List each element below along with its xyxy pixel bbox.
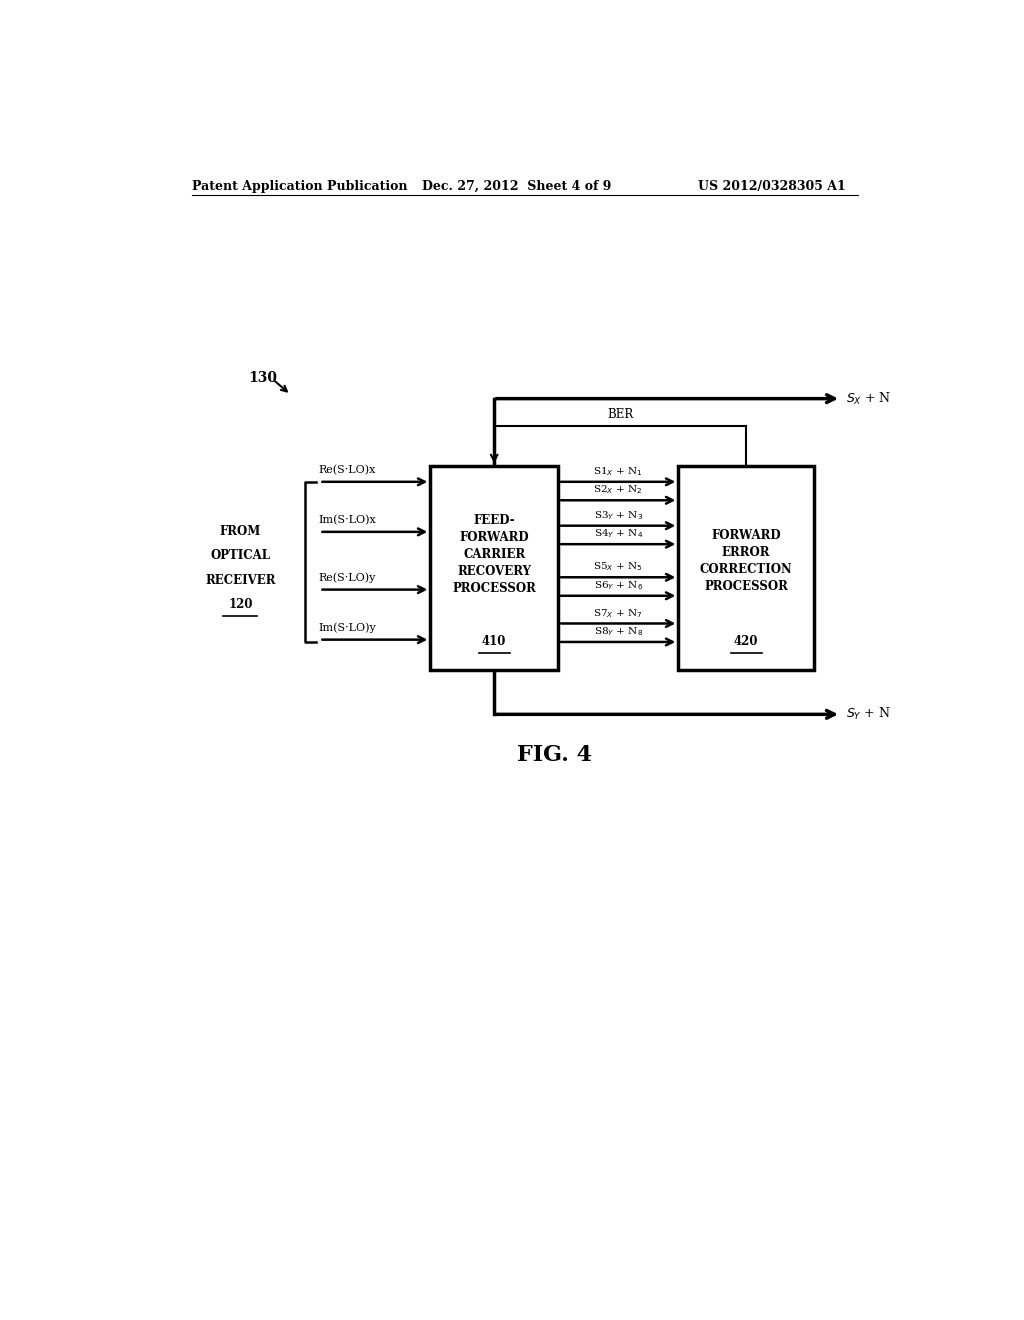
Text: Dec. 27, 2012  Sheet 4 of 9: Dec. 27, 2012 Sheet 4 of 9 [423,180,612,193]
Bar [678,466,814,671]
Text: 130: 130 [248,371,278,385]
Text: Im(S·LO)y: Im(S·LO)y [318,622,377,632]
Text: S2$_X$ + N$_2$: S2$_X$ + N$_2$ [594,483,643,496]
Text: S7$_X$ + N$_7$: S7$_X$ + N$_7$ [593,607,643,619]
Text: US 2012/0328305 A1: US 2012/0328305 A1 [697,180,846,193]
Text: S3$_Y$ + N$_3$: S3$_Y$ + N$_3$ [594,510,643,521]
Text: BER: BER [607,408,633,421]
Text: 420: 420 [734,635,759,648]
Text: FIG. 4: FIG. 4 [517,744,592,766]
Text: $S_X$ + N: $S_X$ + N [846,391,891,407]
Text: S8$_Y$ + N$_8$: S8$_Y$ + N$_8$ [594,626,643,638]
Text: FROM: FROM [220,524,261,537]
Text: Re(S·LO)x: Re(S·LO)x [318,465,376,475]
Text: OPTICAL: OPTICAL [210,549,270,562]
Text: S1$_X$ + N$_1$: S1$_X$ + N$_1$ [594,465,643,478]
Text: S4$_Y$ + N$_4$: S4$_Y$ + N$_4$ [594,528,643,540]
Text: S5$_X$ + N$_5$: S5$_X$ + N$_5$ [594,561,643,573]
Text: 120: 120 [228,598,253,611]
Text: $S_Y$ + N: $S_Y$ + N [846,706,890,722]
Text: S6$_Y$ + N$_6$: S6$_Y$ + N$_6$ [594,579,643,591]
Text: Patent Application Publication: Patent Application Publication [191,180,408,193]
Text: FORWARD
ERROR
CORRECTION
PROCESSOR: FORWARD ERROR CORRECTION PROCESSOR [699,529,793,593]
Text: 410: 410 [482,635,507,648]
Bar [430,466,558,671]
Text: FEED-
FORWARD
CARRIER
RECOVERY
PROCESSOR: FEED- FORWARD CARRIER RECOVERY PROCESSOR [453,513,537,595]
Text: Re(S·LO)y: Re(S·LO)y [318,572,376,582]
Text: RECEIVER: RECEIVER [205,574,275,587]
Text: Im(S·LO)x: Im(S·LO)x [318,515,377,525]
